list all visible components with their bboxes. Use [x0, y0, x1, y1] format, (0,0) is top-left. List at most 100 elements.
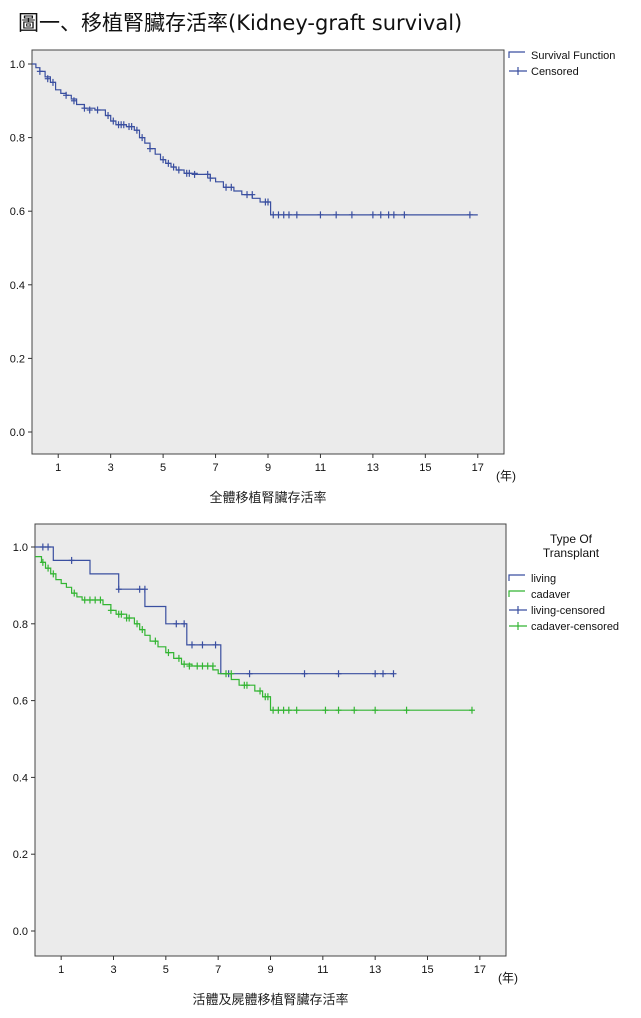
x-tick-label: 11 — [315, 462, 326, 474]
y-tick-label: 0.6 — [13, 696, 28, 708]
y-tick-label: 0.8 — [10, 133, 25, 145]
y-tick-label: 0.6 — [10, 206, 25, 218]
censor-mark — [186, 169, 193, 177]
censor-mark — [377, 211, 384, 219]
y-tick-label: 0.4 — [13, 772, 28, 784]
censor-mark — [199, 641, 206, 649]
censor-mark — [468, 706, 475, 714]
censor-mark — [293, 211, 300, 219]
censor-mark — [212, 641, 219, 649]
x-tick-label: 7 — [215, 964, 221, 976]
censor-mark — [92, 596, 99, 604]
censor-mark — [118, 610, 125, 618]
legend-label: Survival Function — [531, 50, 615, 62]
censor-mark — [390, 670, 397, 678]
x-axis-title: 全體移植腎臟存活率 — [209, 490, 326, 505]
censor-mark — [139, 626, 146, 634]
legend-line-swatch — [508, 574, 525, 581]
censor-mark — [105, 112, 112, 120]
censor-mark — [270, 706, 277, 714]
censor-mark — [86, 596, 93, 604]
page-title: 圖一、移植腎臟存活率(Kidney-graft survival) — [18, 11, 463, 35]
censor-mark — [466, 211, 473, 219]
censor-mark — [147, 145, 153, 153]
censor-mark — [301, 670, 308, 678]
legend-label: cadaver-censored — [531, 621, 619, 633]
censor-mark — [228, 183, 235, 191]
legend-title: Transplant — [543, 546, 600, 560]
legend-line-swatch — [508, 51, 525, 58]
censor-mark — [63, 91, 70, 99]
censor-mark — [110, 117, 117, 125]
x-unit-label: (年) — [498, 971, 518, 985]
kaplan-meier-chart-by-type: 0.0 0.2 0.4 0.6 0.8 1.0 1 3 5 7 9 11 13 15 17 (年) 活體及屍體移… — [0, 516, 641, 1014]
censor-mark — [107, 606, 114, 614]
censor-mark — [194, 662, 201, 670]
censor-mark — [322, 706, 329, 714]
x-tick-label: 3 — [108, 462, 114, 474]
censor-mark — [181, 620, 188, 628]
kaplan-meier-chart-overall: 0.0 0.2 0.4 0.6 0.8 1.0 1 3 5 7 9 11 13 15 17 (年) 全體移植腎臟… — [0, 42, 641, 512]
x-tick-label: 17 — [474, 964, 486, 976]
chart-overall-svg: 0.00.20.40.60.81.01 3 5 7 9 11 13 15 17(年)全體移植腎臟… — [10, 49, 615, 505]
censor-mark — [348, 211, 355, 219]
censor-mark — [385, 211, 392, 219]
censor-mark — [243, 681, 250, 689]
censor-mark — [165, 159, 172, 167]
censor-mark — [204, 170, 211, 178]
censor-mark — [275, 211, 282, 219]
censor-mark — [191, 170, 198, 178]
censor-mark — [228, 670, 235, 678]
censor-mark — [335, 670, 342, 678]
censor-mark — [81, 596, 88, 604]
y-tick-label: 1.0 — [13, 542, 28, 554]
x-unit-label: (年) — [496, 469, 516, 483]
censor-mark — [173, 620, 180, 628]
censor-mark — [209, 662, 216, 670]
censor-mark — [372, 670, 379, 678]
censor-mark — [139, 134, 146, 142]
censor-mark — [207, 174, 214, 182]
censor-mark — [175, 654, 182, 662]
censor-mark — [86, 106, 93, 114]
chart-by-type-svg: 0.00.20.40.60.81.01 3 5 7 9 11 13 15 17(年)活體及屍體移… — [13, 523, 619, 1007]
censor-mark — [275, 706, 282, 714]
censor-mark — [39, 558, 46, 566]
censor-mark — [44, 75, 51, 83]
censor-mark — [45, 564, 52, 572]
censor-mark — [120, 121, 127, 129]
censor-mark — [39, 543, 46, 551]
x-tick-label: 1 — [55, 462, 61, 474]
censor-mark — [351, 706, 358, 714]
censor-mark — [81, 104, 88, 112]
legend-label: cadaver — [531, 589, 570, 601]
x-tick-label: 3 — [110, 964, 116, 976]
x-tick-label: 1 — [58, 964, 64, 976]
censor-mark — [317, 211, 324, 219]
censor-mark — [335, 706, 342, 714]
censor-mark — [45, 543, 52, 551]
y-tick-label: 0.2 — [10, 353, 25, 365]
censor-mark — [280, 211, 287, 219]
x-tick-label: 13 — [369, 964, 381, 976]
y-tick-label: 0.8 — [13, 619, 28, 631]
x-tick-label: 5 — [160, 462, 166, 474]
censor-mark — [246, 670, 253, 678]
censor-mark — [70, 97, 77, 105]
censor-mark — [160, 156, 167, 164]
censor-mark — [115, 585, 122, 593]
censor-mark — [390, 211, 397, 219]
censor-mark — [68, 556, 75, 564]
censor-mark — [181, 660, 188, 668]
y-tick-label: 0.2 — [13, 849, 28, 861]
censor-mark — [369, 211, 376, 219]
censor-mark — [175, 166, 182, 174]
x-tick-label: 11 — [317, 964, 328, 976]
censor-mark — [71, 589, 78, 597]
legend-title: Type Of — [550, 532, 593, 546]
censor-mark — [333, 211, 340, 219]
censor-mark — [257, 687, 264, 695]
censor-mark — [50, 570, 57, 578]
y-tick-label: 1.0 — [10, 59, 25, 71]
y-tick-label: 0.4 — [10, 280, 25, 292]
